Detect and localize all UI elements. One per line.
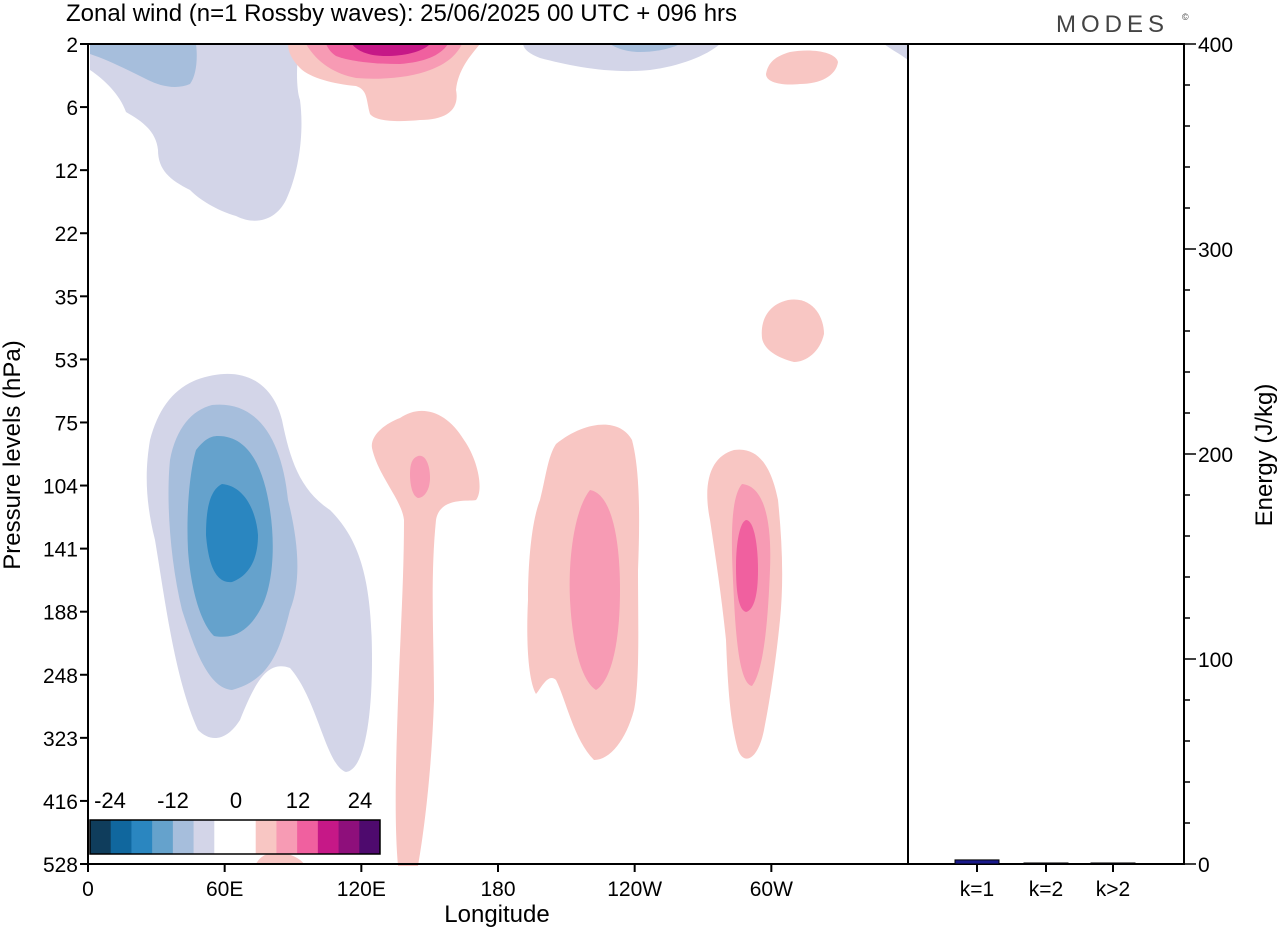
x-tick-label: 60W (750, 878, 793, 901)
colorbar-swatch (193, 820, 215, 854)
colorbar-swatch (276, 820, 298, 854)
energy-bar-labels: k=1 k=2 k>2 (960, 864, 1130, 901)
contour-neg-top-right-lvl1 (884, 44, 908, 60)
colorbar-label: -24 (94, 788, 126, 813)
y-tick-label: 22 (55, 223, 78, 246)
y-tick-label: 104 (43, 476, 78, 499)
y-axis-title: Pressure levels (hPa) (0, 340, 26, 569)
y-tick-label: 53 (55, 349, 78, 372)
colorbar-label: -12 (157, 788, 189, 813)
colorbar-swatch (90, 820, 112, 854)
y-tick-label: 12 (55, 160, 78, 183)
colorbar-swatch (172, 820, 195, 854)
energy-axis-title: Energy (J/kg) (1251, 384, 1278, 527)
energy-bars (954, 859, 1136, 865)
y-tick-label: 323 (43, 728, 78, 751)
colorbar-label: 12 (286, 788, 310, 813)
contour-pos-upper-right-lvl1 (766, 50, 838, 85)
bar-category-label: k=1 (960, 878, 994, 901)
colorbar-swatch (110, 820, 132, 854)
x-tick-label: 180 (480, 878, 515, 901)
contour-pos-120e-lvl2 (410, 455, 430, 498)
energy-tick-label: 100 (1198, 649, 1233, 672)
colorbar-swatch (338, 820, 360, 854)
colorbar-swatch (152, 820, 174, 854)
contour-pos-120w-lvl2 (569, 490, 620, 690)
x-tick-label: 120W (607, 878, 662, 901)
energy-bar (1023, 862, 1069, 865)
colorbar-swatch (214, 820, 236, 854)
contour-neg-top-mid-lvl2 (610, 44, 680, 52)
contour-pos-mid-right-lvl1 (761, 299, 824, 362)
colorbar-label: 0 (230, 788, 242, 813)
colorbar-labels: -24 -12 0 12 24 (94, 788, 372, 813)
colorbar-swatch (131, 820, 153, 854)
colorbar-label: 24 (348, 788, 372, 813)
contour-neg-upper-lvl2 (90, 44, 197, 87)
y-axis-pressure: 2 6 12 22 35 53 75 104 141 188 248 323 416 528 (43, 34, 88, 877)
colorbar-swatch (317, 820, 340, 854)
y-tick-label: 416 (43, 791, 78, 814)
y-tick-label: 35 (55, 286, 78, 309)
contour-pos-60w-lvl3 (736, 520, 758, 612)
y-tick-label: 188 (43, 602, 78, 625)
colorbar-swatch (255, 820, 277, 854)
energy-bar (1090, 862, 1136, 865)
x-tick-label: 60E (206, 878, 243, 901)
y-tick-label: 75 (55, 412, 78, 435)
x-tick-label: 120E (337, 878, 386, 901)
contour-neg-lower-lvl4 (206, 484, 258, 583)
y-tick-label: 528 (43, 854, 78, 877)
energy-tick-label: 200 (1198, 444, 1233, 467)
contour-neg-upper-lvl1 (90, 44, 302, 221)
colorbar-swatch (359, 820, 381, 854)
bar-category-label: k=2 (1029, 878, 1063, 901)
x-axis-longitude: 0 60E 120E 180 120W 60W (82, 864, 793, 901)
energy-tick-label: 400 (1198, 34, 1233, 57)
chart-title: Zonal wind (n=1 Rossby waves): 25/06/202… (66, 0, 737, 27)
x-axis-title: Longitude (444, 901, 549, 928)
colorbar-swatch (235, 820, 257, 854)
y-tick-label: 6 (66, 97, 78, 120)
contour-pos-120e-lvl1 (371, 410, 480, 866)
modes-logo-mark: © (1182, 12, 1189, 22)
contour-neg-top-mid-lvl1 (523, 44, 720, 72)
energy-bar (954, 859, 1000, 865)
colorbar-swatch (297, 820, 319, 854)
colorbar (89, 819, 381, 855)
contour-field (90, 44, 908, 866)
x-tick-label: 0 (82, 878, 94, 901)
modes-logo: MODES (1056, 11, 1169, 38)
colorbar-frame (89, 819, 381, 855)
y-tick-label: 2 (66, 34, 78, 57)
contour-pos-top-lvl4 (352, 44, 430, 56)
bar-category-label: k>2 (1096, 878, 1130, 901)
y-axis-energy: 0 100 200 300 400 (1184, 34, 1233, 877)
contour-pos-bottom-lvl1 (256, 852, 304, 864)
energy-tick-label: 0 (1198, 854, 1210, 877)
y-tick-label: 248 (43, 665, 78, 688)
energy-tick-label: 300 (1198, 239, 1233, 262)
y-tick-label: 141 (43, 539, 78, 562)
